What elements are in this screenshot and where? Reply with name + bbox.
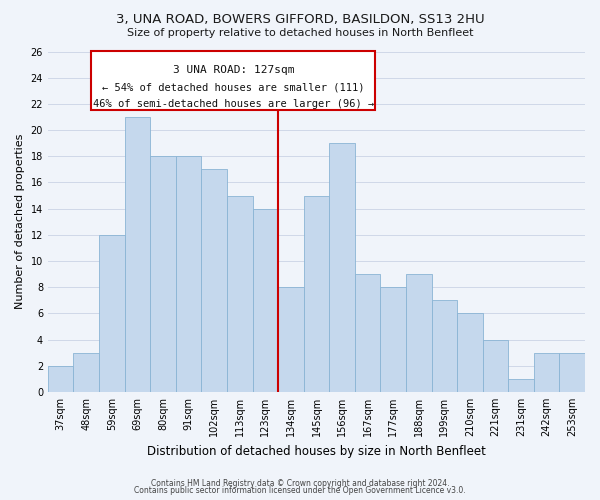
Bar [125,117,150,392]
Bar [202,170,227,392]
X-axis label: Distribution of detached houses by size in North Benfleet: Distribution of detached houses by size … [147,444,486,458]
Bar [73,352,99,392]
Bar [253,208,278,392]
Bar [99,235,125,392]
Bar [559,352,585,392]
Bar [380,287,406,392]
Bar [431,300,457,392]
Bar [355,274,380,392]
Bar [48,366,73,392]
Bar [91,52,375,110]
Bar [329,143,355,392]
Text: 3 UNA ROAD: 127sqm: 3 UNA ROAD: 127sqm [173,64,294,74]
Bar [534,352,559,392]
Text: Size of property relative to detached houses in North Benfleet: Size of property relative to detached ho… [127,28,473,38]
Text: Contains HM Land Registry data © Crown copyright and database right 2024.: Contains HM Land Registry data © Crown c… [151,478,449,488]
Bar [176,156,202,392]
Text: 3, UNA ROAD, BOWERS GIFFORD, BASILDON, SS13 2HU: 3, UNA ROAD, BOWERS GIFFORD, BASILDON, S… [116,12,484,26]
Bar [457,314,482,392]
Bar [406,274,431,392]
Bar [278,287,304,392]
Bar [150,156,176,392]
Text: Contains public sector information licensed under the Open Government Licence v3: Contains public sector information licen… [134,486,466,495]
Bar [508,379,534,392]
Bar [482,340,508,392]
Text: ← 54% of detached houses are smaller (111): ← 54% of detached houses are smaller (11… [102,83,365,93]
Text: 46% of semi-detached houses are larger (96) →: 46% of semi-detached houses are larger (… [93,98,374,108]
Bar [304,196,329,392]
Bar [227,196,253,392]
Y-axis label: Number of detached properties: Number of detached properties [15,134,25,310]
